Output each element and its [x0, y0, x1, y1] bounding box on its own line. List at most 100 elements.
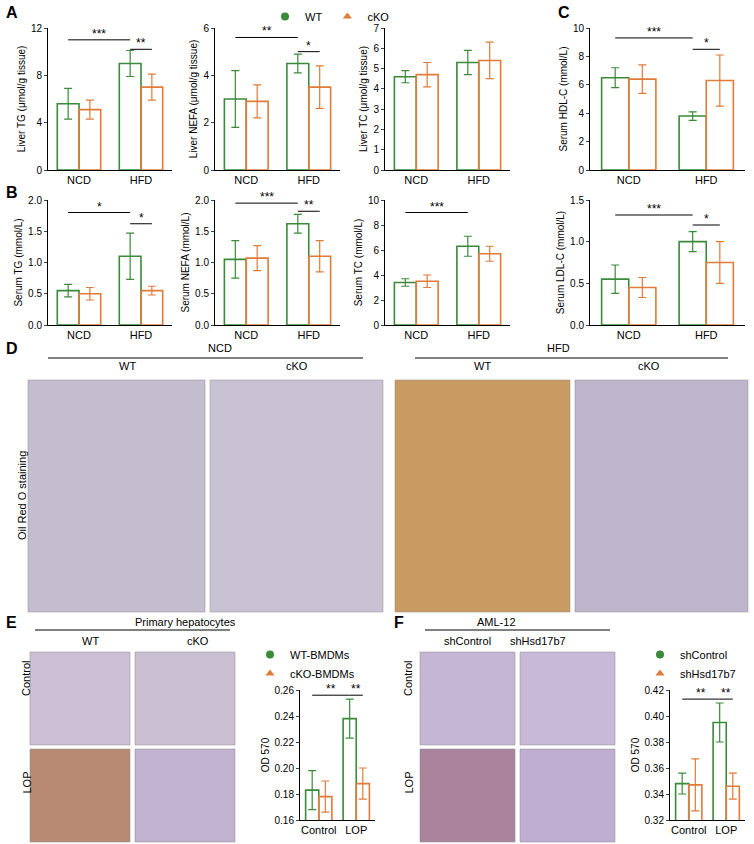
svg-text:OD 570: OD 570	[630, 737, 641, 772]
svg-text:Oil Red O staining: Oil Red O staining	[16, 451, 28, 540]
svg-text:1.5: 1.5	[570, 195, 584, 206]
svg-text:0: 0	[36, 165, 42, 176]
svg-text:***: ***	[430, 200, 444, 214]
svg-text:cKO: cKO	[638, 360, 660, 372]
svg-text:0.5: 0.5	[570, 278, 584, 289]
svg-text:Control: Control	[671, 824, 706, 836]
svg-text:shHsd17b7: shHsd17b7	[510, 635, 566, 647]
svg-text:4: 4	[373, 270, 379, 281]
svg-text:**: **	[326, 682, 336, 696]
svg-text:2: 2	[578, 136, 584, 147]
svg-text:NCD: NCD	[234, 329, 258, 341]
svg-text:2.0: 2.0	[195, 195, 209, 206]
svg-text:0: 0	[373, 165, 379, 176]
svg-text:HFD: HFD	[467, 329, 490, 341]
svg-text:0: 0	[373, 320, 379, 331]
svg-text:HFD: HFD	[130, 329, 153, 341]
svg-text:*: *	[139, 211, 144, 225]
svg-text:D: D	[6, 340, 18, 357]
svg-text:8: 8	[578, 51, 584, 62]
svg-text:7: 7	[373, 23, 379, 34]
svg-text:**: **	[351, 682, 361, 696]
svg-text:3: 3	[373, 104, 379, 115]
svg-text:*: *	[704, 212, 709, 226]
svg-text:Control: Control	[402, 661, 414, 696]
svg-text:cKO: cKO	[367, 11, 389, 23]
svg-text:NCD: NCD	[617, 329, 641, 341]
svg-text:OD 570: OD 570	[260, 737, 271, 772]
svg-text:shControl: shControl	[444, 635, 491, 647]
svg-text:WT-BMDMs: WT-BMDMs	[290, 649, 350, 661]
svg-text:NCD: NCD	[404, 329, 428, 341]
svg-text:NCD: NCD	[67, 329, 91, 341]
svg-text:1.0: 1.0	[570, 236, 584, 247]
svg-text:**: **	[696, 686, 706, 700]
svg-text:0.20: 0.20	[275, 763, 295, 774]
svg-text:0.38: 0.38	[645, 737, 665, 748]
svg-text:0.5: 0.5	[28, 288, 42, 299]
svg-text:cKO-BMDMs: cKO-BMDMs	[290, 668, 355, 680]
svg-text:1.0: 1.0	[195, 257, 209, 268]
svg-text:6: 6	[373, 245, 379, 256]
svg-text:Serum HDL-C (mmol/L): Serum HDL-C (mmol/L)	[558, 46, 569, 151]
svg-text:***: ***	[647, 202, 661, 216]
svg-text:10: 10	[368, 195, 380, 206]
svg-text:shHsd17b7: shHsd17b7	[680, 668, 736, 680]
svg-text:Serum TC (mmol/L): Serum TC (mmol/L)	[353, 219, 364, 307]
svg-text:C: C	[558, 4, 570, 21]
svg-text:NCD: NCD	[67, 174, 91, 186]
svg-text:0.36: 0.36	[645, 763, 665, 774]
svg-text:Liver NEFA (μmol/g tissue): Liver NEFA (μmol/g tissue)	[188, 40, 199, 159]
svg-text:1.0: 1.0	[28, 257, 42, 268]
svg-text:Primary hepatocytes: Primary hepatocytes	[135, 616, 236, 628]
svg-text:cKO: cKO	[286, 360, 308, 372]
svg-text:NCD: NCD	[617, 174, 641, 186]
svg-text:WT: WT	[82, 635, 99, 647]
svg-text:0.22: 0.22	[275, 737, 295, 748]
svg-text:6: 6	[203, 23, 209, 34]
svg-text:1.5: 1.5	[195, 226, 209, 237]
svg-text:Serum LDL-C (mmol/L): Serum LDL-C (mmol/L)	[555, 211, 566, 314]
svg-text:12: 12	[31, 23, 43, 34]
svg-text:0.0: 0.0	[195, 320, 209, 331]
svg-text:***: ***	[260, 190, 274, 204]
svg-text:HFD: HFD	[695, 174, 718, 186]
svg-text:8: 8	[36, 70, 42, 81]
svg-text:LOP: LOP	[345, 824, 367, 836]
svg-text:0.32: 0.32	[645, 815, 665, 826]
svg-text:Serum TG (mmol/L): Serum TG (mmol/L)	[13, 218, 24, 306]
svg-text:HFD: HFD	[695, 329, 718, 341]
svg-text:2: 2	[203, 117, 209, 128]
svg-text:1: 1	[373, 144, 379, 155]
svg-text:0.18: 0.18	[275, 789, 295, 800]
svg-text:WT: WT	[119, 360, 136, 372]
svg-text:NCD: NCD	[234, 174, 258, 186]
svg-text:Liver TG (μmol/g tissue): Liver TG (μmol/g tissue)	[16, 46, 27, 153]
svg-text:0.0: 0.0	[28, 320, 42, 331]
svg-text:AML-12: AML-12	[477, 616, 516, 628]
svg-text:B: B	[6, 184, 18, 201]
svg-text:LOP: LOP	[21, 771, 33, 793]
svg-text:5: 5	[373, 63, 379, 74]
svg-text:HFD: HFD	[467, 174, 490, 186]
svg-text:HFD: HFD	[297, 174, 320, 186]
svg-text:4: 4	[36, 117, 42, 128]
svg-text:Control: Control	[301, 824, 336, 836]
svg-text:0.34: 0.34	[645, 789, 665, 800]
svg-text:4: 4	[578, 108, 584, 119]
svg-text:2.0: 2.0	[28, 195, 42, 206]
svg-text:2: 2	[373, 295, 379, 306]
svg-text:0.26: 0.26	[275, 685, 295, 696]
svg-text:**: **	[262, 24, 272, 38]
svg-text:WT: WT	[305, 11, 322, 23]
svg-text:8: 8	[373, 220, 379, 231]
svg-text:**: **	[721, 686, 731, 700]
svg-text:WT: WT	[474, 360, 491, 372]
svg-text:0: 0	[203, 165, 209, 176]
svg-text:0.40: 0.40	[645, 711, 665, 722]
svg-text:1.5: 1.5	[28, 226, 42, 237]
svg-text:0.16: 0.16	[275, 815, 295, 826]
svg-text:NCD: NCD	[404, 174, 428, 186]
svg-text:0.42: 0.42	[645, 685, 665, 696]
svg-text:***: ***	[92, 27, 106, 41]
